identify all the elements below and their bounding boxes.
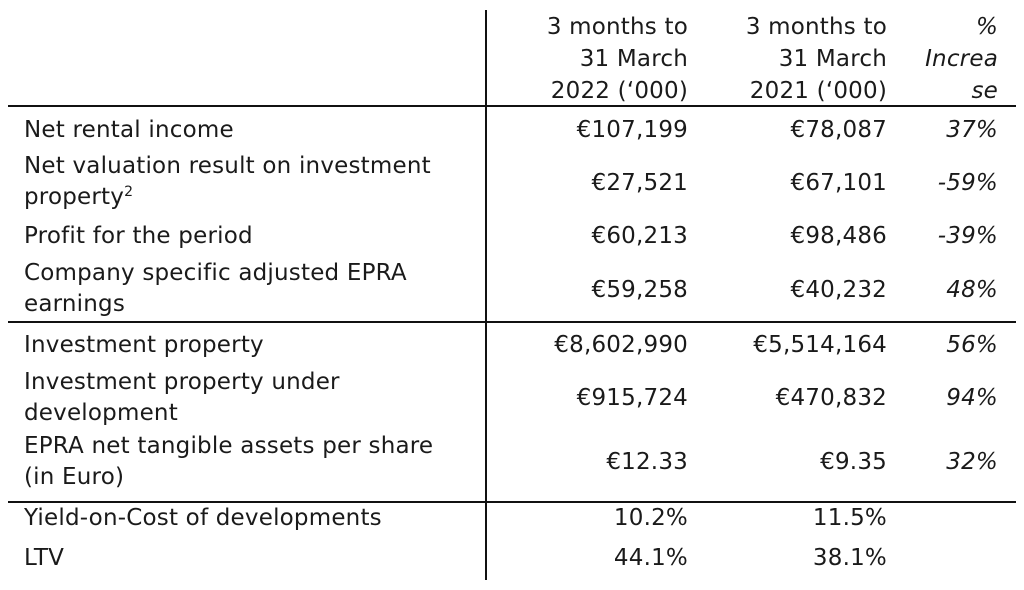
column-divider (485, 10, 487, 580)
row-value-2022: 10.2% (613, 505, 688, 531)
row-label-net-rental-income: Net rental income (24, 117, 234, 143)
row-label-net-valuation-result: Net valuation result on investment prope… (24, 153, 431, 210)
row-value-2021: €78,087 (790, 117, 887, 143)
row-label-property-under-development: Investment property under development (24, 369, 340, 426)
row-value-2021: €98,486 (790, 223, 887, 249)
row-value-2022: €27,521 (591, 170, 688, 196)
row-percent-change: 56% (946, 332, 998, 358)
row-value-2021: €9.35 (820, 449, 887, 475)
row-value-2021: 11.5% (812, 505, 887, 531)
row-percent-change: 48% (946, 277, 998, 303)
row-value-2022: 44.1% (613, 545, 688, 571)
header-percent-increase: % Increa se (925, 14, 998, 104)
row-value-2022: €59,258 (591, 277, 688, 303)
footnote-marker: 2 (124, 184, 134, 200)
row-label-adjusted-epra-earnings: Company specific adjusted EPRA earnings (24, 260, 407, 317)
header-divider (8, 105, 1016, 107)
row-percent-change: -59% (937, 170, 998, 196)
row-value-2021: €470,832 (775, 385, 887, 411)
row-label-investment-property: Investment property (24, 332, 264, 358)
row-label-profit-for-period: Profit for the period (24, 223, 253, 249)
row-value-2021: €5,514,164 (753, 332, 887, 358)
row-value-2022: €12.33 (606, 449, 688, 475)
row-value-2021: €40,232 (790, 277, 887, 303)
row-label-epra-nta-per-share: EPRA net tangible assets per share (in E… (24, 433, 434, 490)
row-percent-change: 37% (946, 117, 998, 143)
row-value-2022: €107,199 (576, 117, 688, 143)
row-label-yield-on-cost: Yield-on-Cost of developments (24, 505, 382, 531)
row-value-2021: 38.1% (812, 545, 887, 571)
row-percent-change: -39% (937, 223, 998, 249)
row-percent-change: 32% (946, 449, 998, 475)
row-value-2022: €60,213 (591, 223, 688, 249)
section-divider-2 (8, 501, 1016, 503)
row-value-2021: €67,101 (790, 170, 887, 196)
section-divider-1 (8, 321, 1016, 323)
header-2021-period: 3 months to 31 March 2021 (‘000) (745, 14, 887, 104)
row-value-2022: €8,602,990 (554, 332, 688, 358)
row-label-ltv: LTV (24, 545, 65, 571)
row-value-2022: €915,724 (576, 385, 688, 411)
row-percent-change: 94% (946, 385, 998, 411)
header-2022-period: 3 months to 31 March 2022 (‘000) (546, 14, 688, 104)
